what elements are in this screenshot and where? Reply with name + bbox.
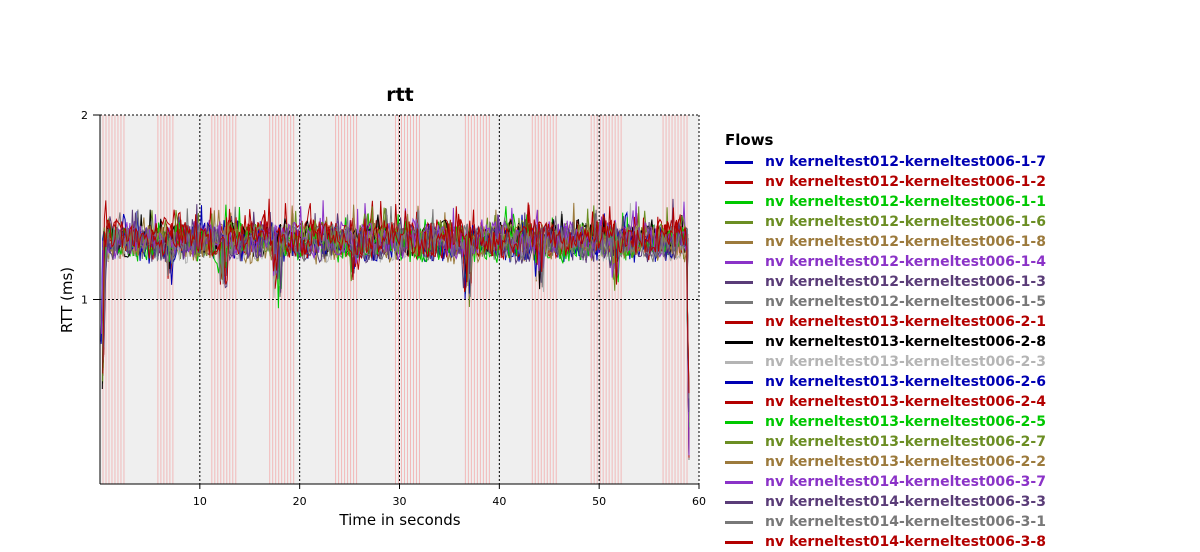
legend-entry: nv kerneltest014-kerneltest006-3-7 bbox=[725, 472, 1046, 492]
x-axis-ticks: 10 20 30 40 50 60 bbox=[193, 484, 706, 508]
x-tick-label: 20 bbox=[293, 495, 307, 508]
legend-label: nv kerneltest012-kerneltest006-1-7 bbox=[765, 154, 1046, 170]
legend-entry: nv kerneltest012-kerneltest006-1-3 bbox=[725, 272, 1046, 292]
legend-label: nv kerneltest013-kerneltest006-2-8 bbox=[765, 334, 1046, 350]
legend-swatch bbox=[725, 480, 753, 484]
rtt-chart: rtt 10 20 30 40 50 60 12 Time in seconds RTT … bbox=[58, 84, 706, 529]
legend-swatch bbox=[725, 200, 753, 204]
legend-label: nv kerneltest012-kerneltest006-1-3 bbox=[765, 274, 1046, 290]
legend-entry: nv kerneltest013-kerneltest006-2-2 bbox=[725, 452, 1046, 472]
legend-label: nv kerneltest014-kerneltest006-3-1 bbox=[765, 514, 1046, 530]
legend-label: nv kerneltest013-kerneltest006-2-4 bbox=[765, 394, 1046, 410]
legend-swatch bbox=[725, 220, 753, 224]
x-tick-label: 60 bbox=[692, 495, 706, 508]
legend-swatch bbox=[725, 340, 753, 344]
legend-entry: nv kerneltest013-kerneltest006-2-6 bbox=[725, 372, 1046, 392]
legend-swatch bbox=[725, 300, 753, 304]
legend-entry: nv kerneltest013-kerneltest006-2-3 bbox=[725, 352, 1046, 372]
legend-entry: nv kerneltest014-kerneltest006-3-1 bbox=[725, 512, 1046, 532]
y-axis-ticks: 12 bbox=[81, 109, 88, 307]
legend-label: nv kerneltest013-kerneltest006-2-3 bbox=[765, 354, 1046, 370]
legend-label: nv kerneltest013-kerneltest006-2-2 bbox=[765, 454, 1046, 470]
x-tick-label: 10 bbox=[193, 495, 207, 508]
legend-label: nv kerneltest012-kerneltest006-1-8 bbox=[765, 234, 1046, 250]
x-tick-label: 40 bbox=[492, 495, 506, 508]
legend-swatch bbox=[725, 460, 753, 464]
legend-entry: nv kerneltest012-kerneltest006-1-7 bbox=[725, 152, 1046, 172]
legend-label: nv kerneltest013-kerneltest006-2-5 bbox=[765, 414, 1046, 430]
y-tick-label: 2 bbox=[81, 109, 88, 122]
y-axis-label: RTT (ms) bbox=[58, 267, 76, 333]
legend-swatch bbox=[725, 240, 753, 244]
legend-label: nv kerneltest012-kerneltest006-1-6 bbox=[765, 214, 1046, 230]
legend-entry: nv kerneltest013-kerneltest006-2-8 bbox=[725, 332, 1046, 352]
legend-swatch bbox=[725, 260, 753, 264]
legend-entry: nv kerneltest014-kerneltest006-3-3 bbox=[725, 492, 1046, 512]
legend-label: nv kerneltest013-kerneltest006-2-1 bbox=[765, 314, 1046, 330]
x-axis-label: Time in seconds bbox=[338, 511, 460, 529]
legend-swatch bbox=[725, 500, 753, 504]
series-line bbox=[102, 198, 690, 394]
legend-title: Flows bbox=[725, 131, 774, 149]
legend-entry: nv kerneltest012-kerneltest006-1-6 bbox=[725, 212, 1046, 232]
legend-label: nv kerneltest012-kerneltest006-1-1 bbox=[765, 194, 1046, 210]
legend-swatch bbox=[725, 320, 753, 324]
legend-entry: nv kerneltest012-kerneltest006-1-4 bbox=[725, 252, 1046, 272]
legend-swatch bbox=[725, 540, 753, 544]
legend-swatch bbox=[725, 420, 753, 424]
x-tick-label: 50 bbox=[592, 495, 606, 508]
legend-entry: nv kerneltest012-kerneltest006-1-8 bbox=[725, 232, 1046, 252]
legend-swatch bbox=[725, 440, 753, 444]
grid-lines bbox=[100, 114, 700, 484]
x-tick-label: 30 bbox=[393, 495, 407, 508]
legend-entry: nv kerneltest013-kerneltest006-2-7 bbox=[725, 432, 1046, 452]
legend-label: nv kerneltest014-kerneltest006-3-8 bbox=[765, 534, 1046, 550]
series-lines bbox=[100, 198, 690, 461]
legend: Flows nv kerneltest012-kerneltest006-1-7… bbox=[725, 128, 1046, 552]
legend-label: nv kerneltest012-kerneltest006-1-5 bbox=[765, 294, 1046, 310]
legend-label: nv kerneltest012-kerneltest006-1-4 bbox=[765, 254, 1046, 270]
legend-label: nv kerneltest014-kerneltest006-3-3 bbox=[765, 494, 1046, 510]
legend-entry: nv kerneltest013-kerneltest006-2-5 bbox=[725, 412, 1046, 432]
legend-label: nv kerneltest013-kerneltest006-2-7 bbox=[765, 434, 1046, 450]
legend-entry: nv kerneltest012-kerneltest006-1-1 bbox=[725, 192, 1046, 212]
legend-entry: nv kerneltest012-kerneltest006-1-5 bbox=[725, 292, 1046, 312]
legend-swatch bbox=[725, 160, 753, 164]
legend-entry: nv kerneltest013-kerneltest006-2-1 bbox=[725, 312, 1046, 332]
legend-swatch bbox=[725, 380, 753, 384]
legend-swatch bbox=[725, 280, 753, 284]
legend-entry: nv kerneltest013-kerneltest006-2-4 bbox=[725, 392, 1046, 412]
legend-swatch bbox=[725, 180, 753, 184]
legend-swatch bbox=[725, 400, 753, 404]
legend-label: nv kerneltest013-kerneltest006-2-6 bbox=[765, 374, 1046, 390]
legend-entry: nv kerneltest012-kerneltest006-1-2 bbox=[725, 172, 1046, 192]
chart-title: rtt bbox=[386, 84, 414, 106]
legend-entry: nv kerneltest014-kerneltest006-3-8 bbox=[725, 532, 1046, 552]
legend-swatch bbox=[725, 520, 753, 524]
y-tick-label: 1 bbox=[81, 294, 88, 307]
legend-swatch bbox=[725, 360, 753, 364]
legend-entries: nv kerneltest012-kerneltest006-1-7 nv ker… bbox=[725, 152, 1046, 552]
legend-label: nv kerneltest014-kerneltest006-3-7 bbox=[765, 474, 1046, 490]
legend-label: nv kerneltest012-kerneltest006-1-2 bbox=[765, 174, 1046, 190]
